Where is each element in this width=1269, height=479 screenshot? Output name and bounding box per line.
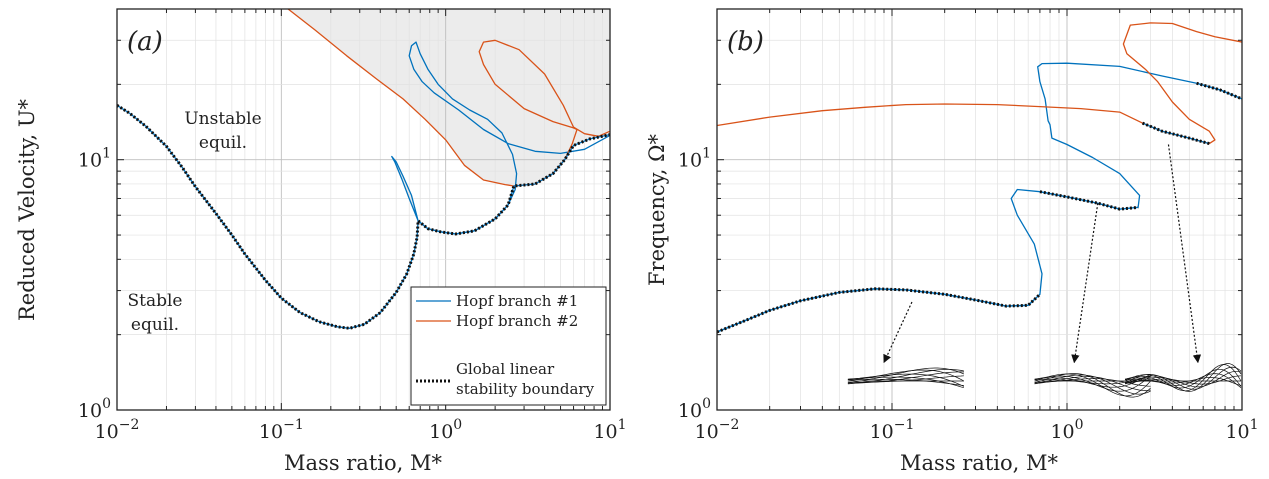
stable-region-label: Stable	[128, 291, 183, 311]
series-boundary	[1196, 81, 1242, 101]
legend-label-boundary-line2: stability boundary	[456, 380, 595, 398]
y-tick-label: 101	[678, 146, 711, 172]
y-tick-label: 100	[78, 396, 111, 422]
mode-shape-1-trace	[847, 376, 964, 389]
panel-a-curves	[117, 9, 610, 330]
x-tick-label: 10−1	[259, 417, 304, 443]
mode-shape-1	[847, 367, 965, 389]
panel-a-ticks	[116, 8, 610, 411]
panel-a-y-axis-label: Reduced Velocity, U*	[15, 98, 39, 321]
mode-shape-2-trace	[1034, 378, 1151, 387]
stable-region-label-line2: equil.	[131, 315, 179, 335]
x-tick-label: 10−2	[695, 417, 740, 443]
mode-shape-2-trace	[1034, 373, 1151, 398]
legend-label-boundary: Global linear	[456, 360, 555, 378]
panel-a-grid	[116, 9, 610, 410]
panel-b-frame	[716, 8, 1243, 411]
panel-b-label: (b)	[727, 27, 764, 57]
unstable-region-label-line2: equil.	[199, 133, 247, 153]
mode-shape-2-trace	[1034, 375, 1151, 392]
mode-shape-3-trace	[1124, 366, 1242, 390]
series-boundary-underlay	[717, 288, 1041, 333]
x-tick-label: 10−1	[870, 417, 915, 443]
mode-shape-3-pointer	[1167, 144, 1202, 364]
x-tick-label: 10−2	[95, 417, 140, 443]
x-tick-label: 101	[1225, 417, 1258, 443]
panel-a-x-tick-labels: 10−2 10−1 100 101	[95, 417, 627, 443]
mode-shape-1-trace	[847, 367, 965, 384]
panel-b: (b) 10−2 10−1 100 101 100 101 Mass ratio, M*…	[645, 8, 1259, 475]
legend-box	[410, 286, 607, 406]
panel-b-curves	[717, 22, 1242, 334]
panel-a-unstable-region	[288, 9, 610, 221]
mode-shape-1-trace	[847, 369, 964, 385]
panel-b-grid	[716, 9, 1242, 410]
legend: Hopf branch #1 Hopf branch #2 Global lin…	[410, 286, 607, 406]
mode-shape-2-pointer	[1071, 203, 1099, 364]
x-tick-label: 100	[429, 417, 462, 443]
panel-b-ticks	[716, 8, 1242, 411]
mode-shape-3-trace	[1124, 370, 1242, 388]
y-tick-label: 100	[678, 396, 711, 422]
legend-label-hopf2: Hopf branch #2	[456, 312, 578, 330]
panel-a-x-axis-label: Mass ratio, M*	[284, 451, 442, 475]
mode-shape-2-trace	[1034, 374, 1151, 395]
mode-shape-3-trace	[1124, 375, 1242, 385]
x-tick-label: 101	[593, 417, 626, 443]
panel-a: (a) Unstable equil. Stable equil. 10−2 10…	[15, 8, 627, 475]
mode-shape-3	[1124, 363, 1242, 392]
panel-a-y-tick-labels: 100 101	[78, 146, 111, 422]
panel-a-label: (a)	[127, 27, 163, 57]
series-boundary-underlay	[1039, 191, 1139, 210]
panel-b-y-axis-label: Frequency, Ω*	[645, 133, 669, 286]
panel-b-mode-shapes	[847, 144, 1242, 398]
mode-shape-3-trace	[1124, 377, 1242, 386]
mode-shape-2-trace	[1034, 376, 1151, 391]
series-hopf1	[717, 62, 1242, 333]
unstable-region-label: Unstable	[184, 109, 261, 129]
mode-shape-1-pointer	[883, 301, 913, 364]
mode-shape-1-trace	[847, 371, 964, 384]
unstable-region	[288, 9, 610, 186]
mode-shape-3-trace	[1124, 373, 1242, 388]
series-boundary	[117, 104, 610, 330]
mode-shape-3-trace	[1124, 363, 1242, 392]
panel-b-x-axis-label: Mass ratio, M*	[900, 451, 1058, 475]
x-tick-label: 100	[1050, 417, 1083, 443]
panel-b-y-tick-labels: 100 101	[678, 146, 711, 422]
series-boundary	[717, 287, 1041, 334]
panel-b-x-tick-labels: 10−2 10−1 100 101	[695, 417, 1259, 443]
legend-label-hopf1: Hopf branch #1	[456, 292, 578, 310]
series-boundary-underlay	[1142, 122, 1210, 145]
panel-a-frame	[116, 8, 611, 411]
y-tick-label: 101	[78, 146, 111, 172]
series-hopf2	[717, 22, 1242, 145]
mode-shape-1-trace	[847, 378, 964, 386]
mode-shape-3-trace	[1124, 368, 1242, 389]
mode-shape-1-trace	[847, 373, 965, 387]
series-hopf2	[287, 9, 610, 187]
series-hopf1	[391, 41, 610, 235]
